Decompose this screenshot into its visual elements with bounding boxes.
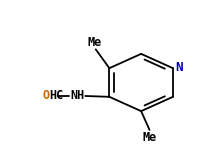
Text: Me: Me — [143, 131, 157, 144]
Text: O: O — [43, 89, 50, 102]
Text: N: N — [175, 61, 183, 74]
Text: HC: HC — [49, 89, 64, 102]
Text: NH: NH — [70, 89, 84, 102]
Text: Me: Me — [88, 35, 102, 49]
